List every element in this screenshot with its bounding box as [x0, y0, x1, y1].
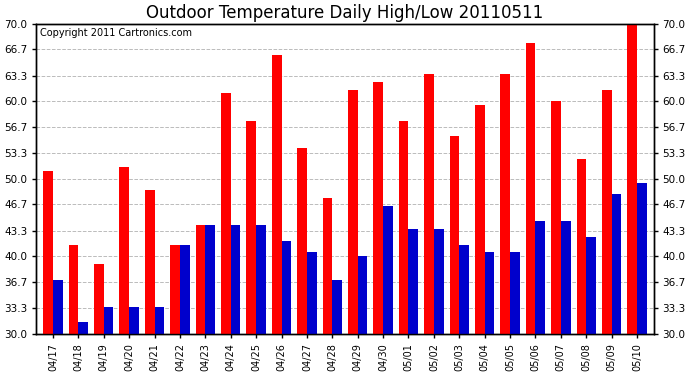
Bar: [500, 74, 510, 334]
Title: Outdoor Temperature Daily High/Low 20110511: Outdoor Temperature Daily High/Low 20110…: [146, 4, 544, 22]
Bar: [475, 105, 484, 334]
Bar: [43, 171, 53, 334]
Bar: [399, 121, 408, 334]
Bar: [180, 244, 190, 334]
Bar: [484, 252, 494, 334]
Bar: [460, 244, 469, 334]
Bar: [551, 101, 561, 334]
Bar: [196, 225, 206, 334]
Bar: [383, 206, 393, 334]
Bar: [526, 43, 535, 334]
Bar: [104, 307, 113, 334]
Bar: [357, 256, 367, 334]
Bar: [69, 244, 79, 334]
Bar: [602, 90, 611, 334]
Bar: [535, 221, 545, 334]
Bar: [577, 159, 586, 334]
Bar: [94, 264, 104, 334]
Text: Copyright 2011 Cartronics.com: Copyright 2011 Cartronics.com: [39, 28, 192, 38]
Bar: [256, 225, 266, 334]
Bar: [282, 241, 291, 334]
Bar: [155, 307, 164, 334]
Bar: [129, 307, 139, 334]
Bar: [424, 74, 434, 334]
Bar: [637, 183, 647, 334]
Bar: [170, 244, 180, 334]
Bar: [510, 252, 520, 334]
Bar: [272, 55, 282, 334]
Bar: [307, 252, 317, 334]
Bar: [145, 190, 155, 334]
Bar: [611, 194, 621, 334]
Bar: [297, 148, 307, 334]
Bar: [79, 322, 88, 334]
Bar: [119, 167, 129, 334]
Bar: [373, 82, 383, 334]
Bar: [221, 93, 230, 334]
Bar: [450, 136, 460, 334]
Bar: [333, 279, 342, 334]
Bar: [348, 90, 357, 334]
Bar: [627, 20, 637, 334]
Bar: [246, 121, 256, 334]
Bar: [586, 237, 596, 334]
Bar: [561, 221, 571, 334]
Bar: [206, 225, 215, 334]
Bar: [323, 198, 333, 334]
Bar: [53, 279, 63, 334]
Bar: [434, 229, 444, 334]
Bar: [230, 225, 240, 334]
Bar: [408, 229, 418, 334]
